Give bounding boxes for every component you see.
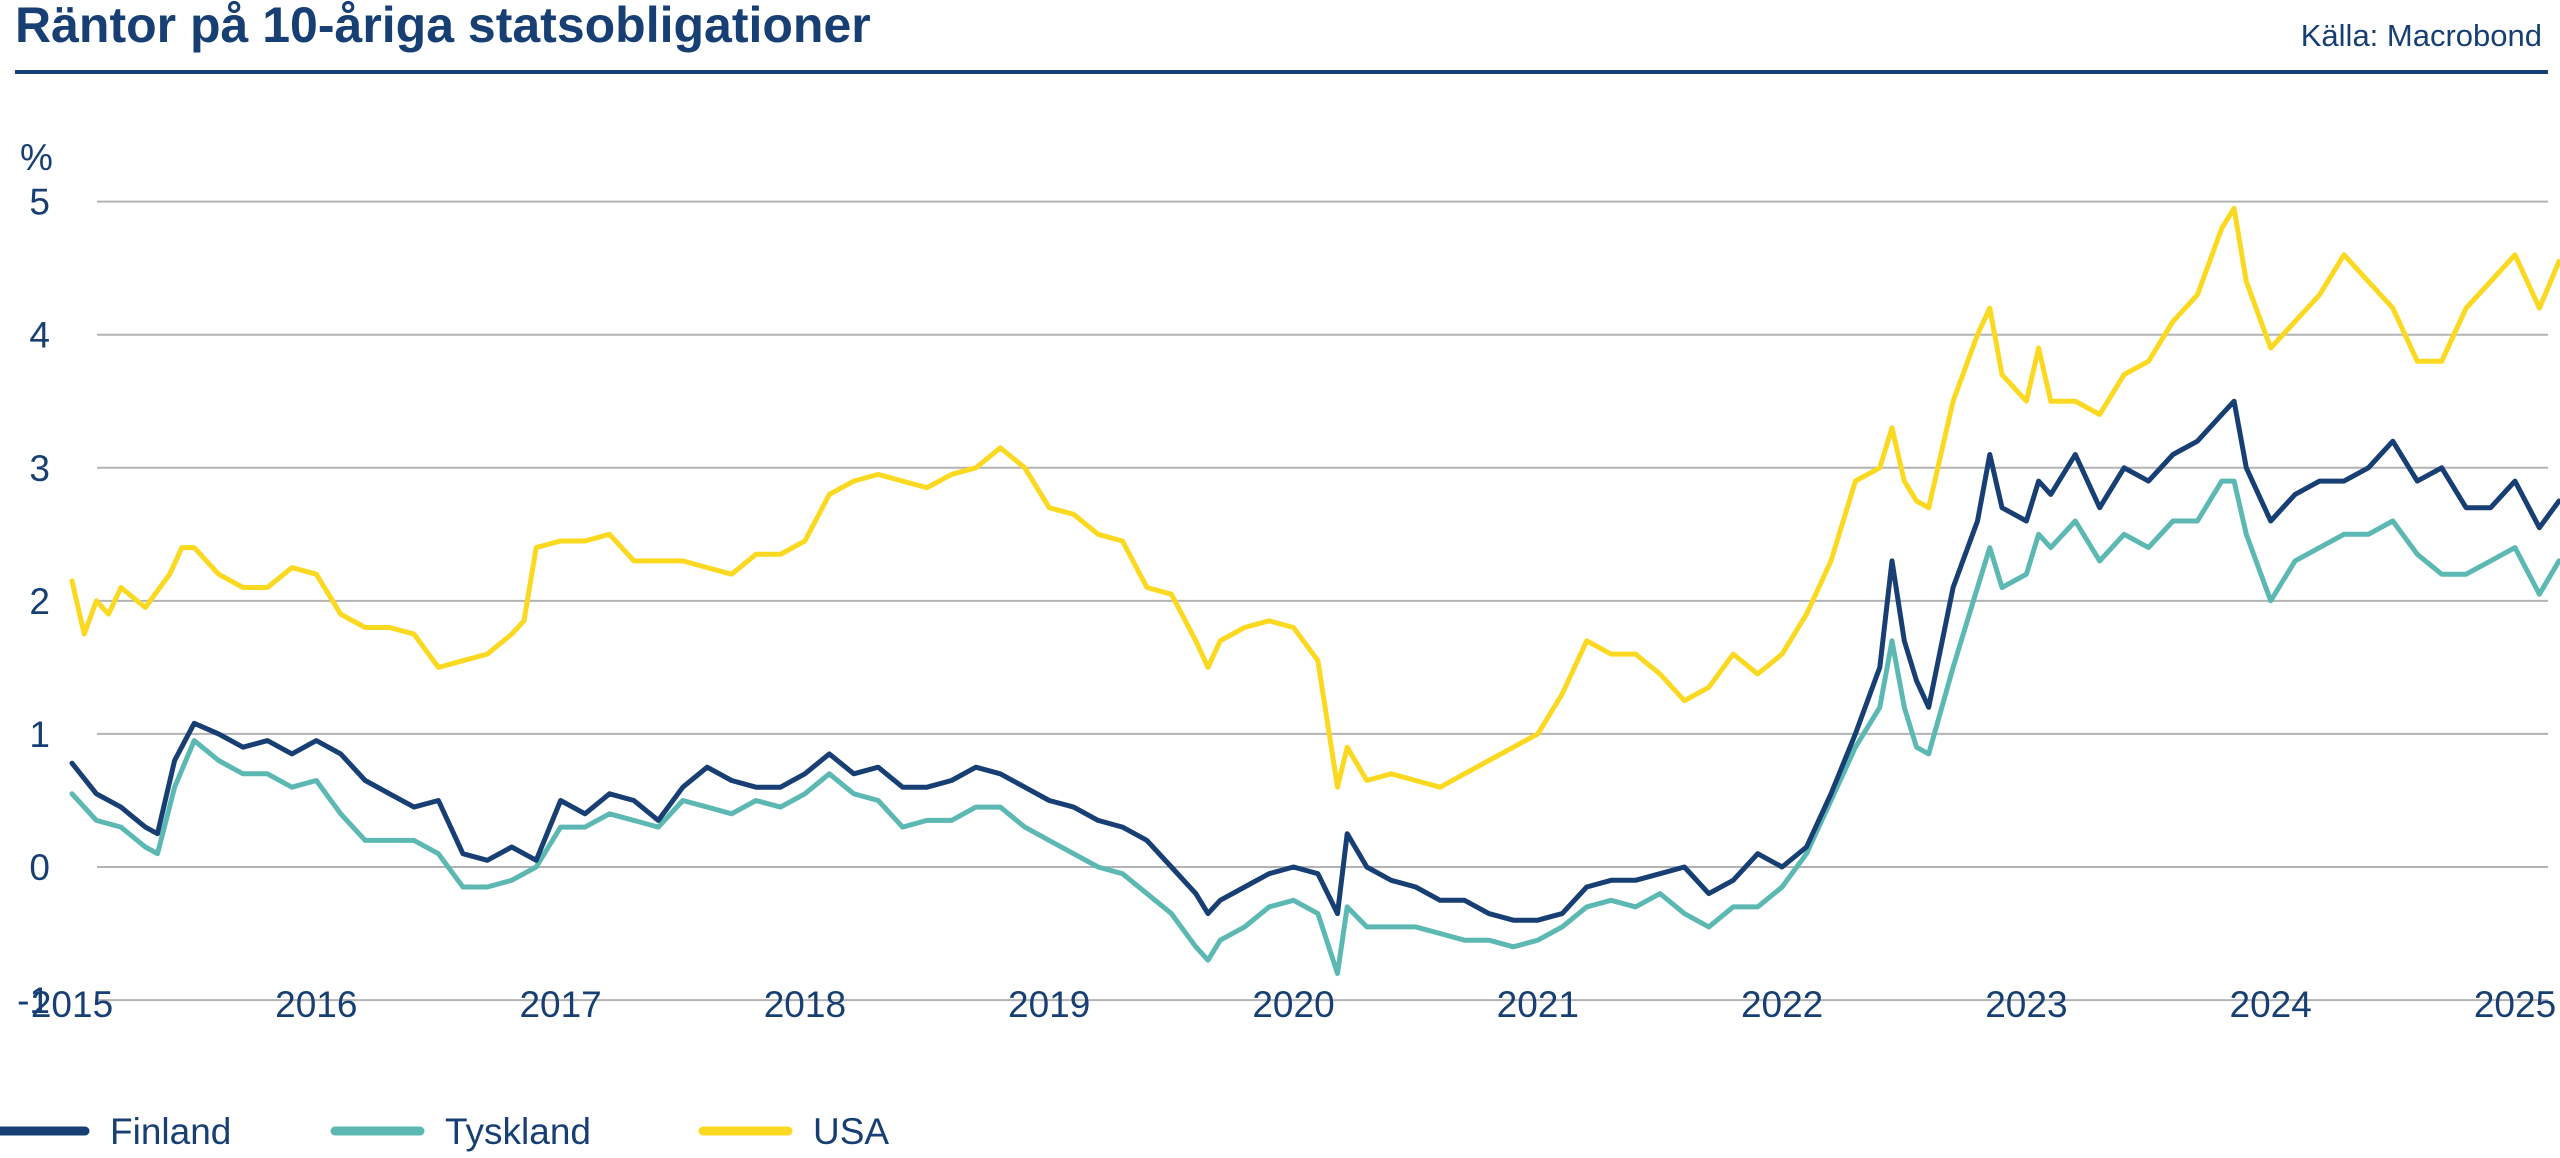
x-tick-label: 2020 (1252, 984, 1334, 1025)
x-tick-label: 2025 (2474, 984, 2556, 1025)
y-tick-label: 4 (29, 315, 50, 356)
x-axis-ticks: 2015 2016 2017 2018 2019 2020 2021 2022 2023 2024… (31, 984, 2556, 1025)
y-tick-label: 1 (29, 714, 50, 755)
x-tick-label: 2019 (1008, 984, 1090, 1025)
legend-label-usa: USA (813, 1111, 889, 1152)
title-rule (15, 70, 2548, 74)
x-tick-label: 2017 (519, 984, 601, 1025)
x-tick-label: 2024 (2230, 984, 2312, 1025)
y-tick-label: 3 (29, 448, 50, 489)
x-tick-label: 2021 (1497, 984, 1579, 1025)
gridlines (97, 200, 2548, 1002)
y-axis-unit: % (20, 137, 53, 178)
legend-label-tyskland: Tyskland (445, 1111, 591, 1152)
legend-label-finland: Finland (110, 1111, 231, 1152)
series-line-usa (69, 205, 2560, 790)
chart-title: Räntor på 10-åriga statsobligationer (15, 0, 871, 53)
x-tick-label: 2023 (1985, 984, 2067, 1025)
y-axis-ticks: 5 4 3 2 1 0 -1 (17, 182, 50, 1021)
x-tick-label: 2015 (31, 984, 113, 1025)
series-lines (69, 205, 2560, 976)
series-line-finland (69, 398, 2560, 923)
x-tick-label: 2016 (275, 984, 357, 1025)
y-tick-label: 5 (29, 182, 50, 223)
y-tick-label: 0 (29, 847, 50, 888)
source-label: Källa: Macrobond (2301, 18, 2542, 53)
y-tick-label: -1 (17, 980, 50, 1021)
x-tick-label: 2018 (764, 984, 846, 1025)
legend: Finland Tyskland USA (0, 1111, 889, 1152)
series-line-tyskland (69, 478, 2560, 976)
x-tick-label: 2022 (1741, 984, 1823, 1025)
y-tick-label: 2 (29, 581, 50, 622)
